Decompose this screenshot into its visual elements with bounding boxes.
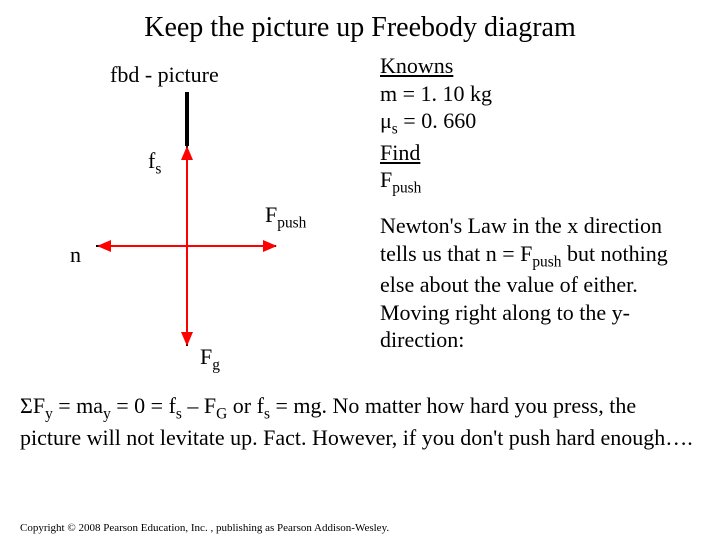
fg-label: Fg bbox=[200, 344, 220, 374]
fpush-arrow bbox=[187, 237, 277, 255]
find-heading: Find bbox=[380, 140, 420, 165]
find-line: Fpush bbox=[380, 166, 700, 198]
copyright-text: Copyright © 2008 Pearson Education, Inc.… bbox=[20, 522, 389, 534]
n-label: n bbox=[70, 242, 81, 268]
mass-line: m = 1. 10 kg bbox=[380, 80, 700, 108]
fbd-caption: fbd - picture bbox=[110, 62, 219, 88]
n-arrow bbox=[97, 237, 187, 255]
fg-arrow bbox=[178, 246, 196, 346]
picture-object bbox=[185, 92, 189, 146]
fs-label: fs bbox=[148, 148, 161, 178]
fbd-diagram: fbd - picture fs Fg Fpush bbox=[40, 52, 350, 392]
fpush-label: Fpush bbox=[265, 202, 306, 232]
equation-block: ΣFy = may = 0 = fs – FG or fs = mg. No m… bbox=[20, 392, 700, 451]
fs-arrow bbox=[178, 146, 196, 246]
newton-explanation: Newton's Law in the x direction tells us… bbox=[380, 212, 700, 354]
knowns-heading: Knowns bbox=[380, 53, 453, 78]
mu-line: μs = 0. 660 bbox=[380, 107, 700, 139]
page-title: Keep the picture up Freebody diagram bbox=[0, 0, 720, 52]
content-area: fbd - picture fs Fg Fpush bbox=[0, 52, 720, 482]
knowns-block: Knowns m = 1. 10 kg μs = 0. 660 Find Fpu… bbox=[380, 52, 700, 198]
